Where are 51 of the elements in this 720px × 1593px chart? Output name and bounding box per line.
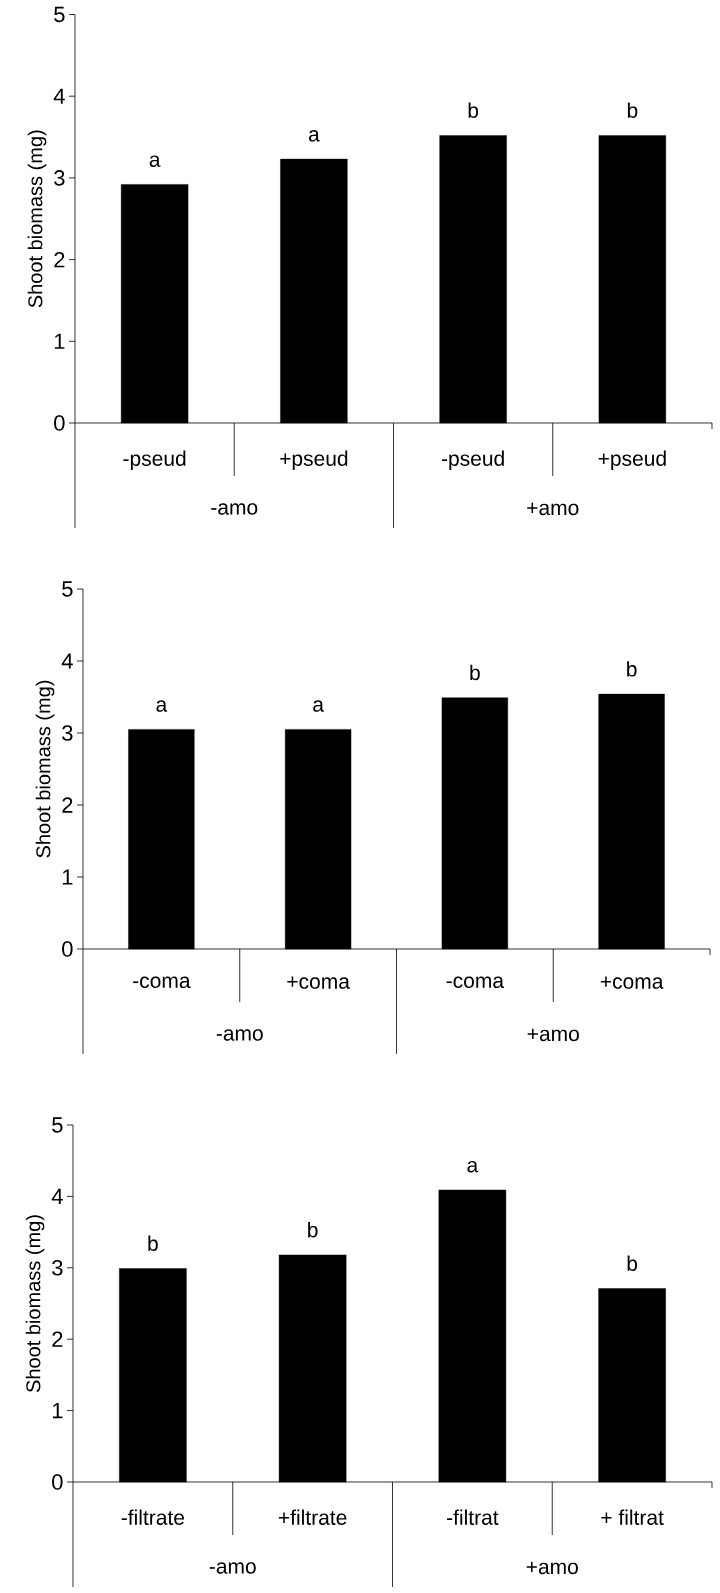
data-label: a <box>313 700 324 712</box>
data-label: b <box>148 1235 158 1251</box>
y-tick-label: 0 <box>52 1474 63 1490</box>
x-tick-label: +coma <box>287 976 350 989</box>
data-label: b <box>470 664 480 681</box>
x-tick-label: -coma <box>446 976 505 989</box>
y-tick-label: 5 <box>62 581 73 597</box>
y-axis-title: Shoot biomass (mg) <box>25 1215 45 1393</box>
data-label: a <box>156 700 168 712</box>
text: +amo <box>527 1028 579 1042</box>
y-tick-label: 5 <box>52 1117 63 1133</box>
x-tick-label: -filtrat <box>447 1509 499 1525</box>
y-tick-label: 4 <box>53 88 65 104</box>
data-label: b <box>308 1221 318 1238</box>
data-label: b <box>627 102 638 118</box>
x-tick-label: + filtrat <box>601 1509 664 1525</box>
data-label: b <box>627 1255 638 1271</box>
y-tick-label: 1 <box>54 333 65 349</box>
x-tick-label: -filtrate <box>121 1509 185 1525</box>
x-tick-label: +pseud <box>598 450 666 471</box>
x-tick-label: -pseud <box>123 450 186 471</box>
x-tick-label: +filtrate <box>278 1509 347 1525</box>
y-axis-title: Shoot biomass (mg) <box>35 680 55 858</box>
x-tick-label: +coma <box>600 976 664 989</box>
data-label: b <box>468 102 479 118</box>
y-tick-label: 2 <box>52 1331 63 1347</box>
y-tick-label: 1 <box>52 1403 63 1419</box>
text: -amo <box>216 1029 263 1041</box>
data-label: a <box>308 130 320 142</box>
data-label: a <box>467 1160 479 1173</box>
y-tick-label: 3 <box>62 725 73 741</box>
x-tick-label: -pseud <box>441 450 504 471</box>
y-tick-label: 0 <box>54 415 65 431</box>
y-tick-label: 4 <box>61 653 73 669</box>
text: +amo <box>527 502 579 516</box>
data-label: b <box>627 661 637 677</box>
x-tick-label: -coma <box>133 976 191 989</box>
y-tick-label: 4 <box>51 1188 63 1204</box>
y-tick-label: 1 <box>62 869 73 885</box>
y-tick-label: 2 <box>62 797 73 813</box>
text: +amo <box>526 1561 578 1575</box>
text: -amo <box>211 503 258 515</box>
x-tick-label: +pseud <box>280 450 348 471</box>
text: -amo <box>209 1562 256 1574</box>
y-tick-label: 5 <box>54 6 65 23</box>
y-tick-label: 2 <box>54 251 65 268</box>
y-axis-title: Shoot biomass (mg) <box>27 130 47 308</box>
y-tick-label: 3 <box>52 1259 63 1276</box>
y-tick-label: 3 <box>54 170 65 186</box>
y-tick-label: 0 <box>62 941 73 957</box>
data-label: a <box>149 155 161 167</box>
